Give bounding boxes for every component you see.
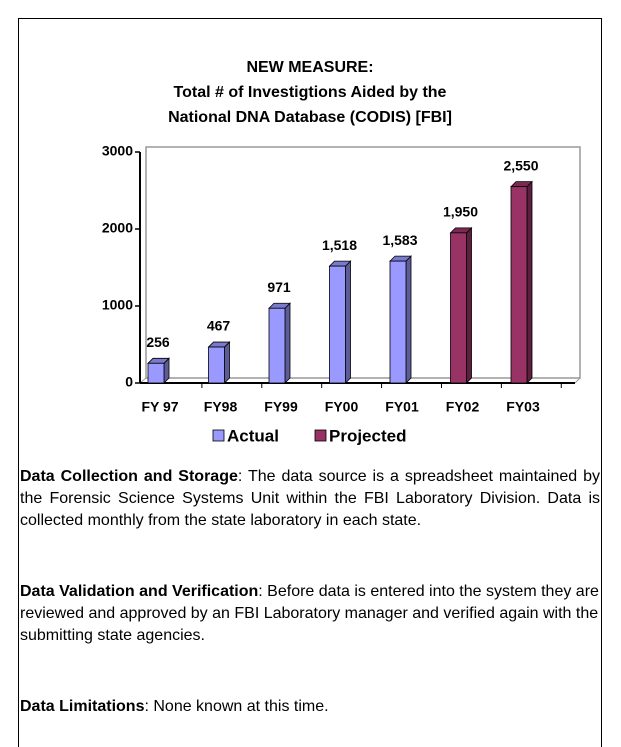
bar <box>510 186 528 384</box>
x-tick-label: FY02 <box>446 399 480 415</box>
x-tick-label: FY01 <box>385 399 419 415</box>
section-text: : None known at this time. <box>144 698 329 715</box>
value-label: 256 <box>146 334 170 350</box>
bar-side <box>526 180 533 384</box>
section: Data Limitations: None known at this tim… <box>20 696 600 718</box>
x-tick-label: FY03 <box>506 399 540 415</box>
value-label: 2,550 <box>503 157 538 173</box>
plot-wall <box>145 146 581 379</box>
section-heading: Data Validation and Verification <box>20 583 259 600</box>
chart-title: National DNA Database (CODIS) [FBI] <box>168 109 452 126</box>
bar <box>268 307 286 384</box>
section-heading: Data Limitations <box>20 698 145 715</box>
value-label: 1,583 <box>382 232 417 248</box>
x-tick-label: FY00 <box>325 399 359 415</box>
bar-side <box>466 226 472 384</box>
x-tick-label: FY 97 <box>141 399 178 415</box>
section-text: : The data source is a spreadsheet maint… <box>20 468 601 529</box>
bar-side <box>284 302 291 384</box>
bar <box>329 265 346 384</box>
legend-swatch <box>314 429 327 442</box>
section-heading: Data Collection and Storage <box>20 468 238 485</box>
page-border <box>18 18 602 747</box>
x-tick-label: FY98 <box>204 399 238 415</box>
y-tick-label: 0 <box>125 374 133 390</box>
legend-label: Actual <box>227 426 279 445</box>
bar <box>147 362 165 384</box>
bar <box>208 346 225 384</box>
y-tick-label: 3000 <box>102 143 133 159</box>
y-tick-label: 1000 <box>102 297 133 313</box>
chart-title: Total # of Investigtions Aided by the <box>174 84 447 101</box>
bar-side <box>224 341 230 384</box>
value-label: 1,950 <box>443 204 478 220</box>
value-label: 1,518 <box>322 237 357 253</box>
chart: NEW MEASURE: Total # of Investigtions Ai… <box>102 59 581 445</box>
bar <box>389 260 407 384</box>
chart-title: NEW MEASURE: <box>246 59 373 76</box>
section-text: : Before data is entered into the system… <box>20 583 599 644</box>
legend-swatch <box>212 429 225 442</box>
x-tick-label: FY99 <box>264 399 298 415</box>
section: Data Validation and Verification: Before… <box>20 581 600 647</box>
floor-edge <box>574 377 581 384</box>
value-label: 971 <box>267 279 291 295</box>
bar <box>450 232 467 384</box>
value-label: 467 <box>207 318 231 334</box>
bar-side <box>345 260 351 384</box>
legend-label: Projected <box>329 426 406 445</box>
y-tick-label: 2000 <box>102 220 133 236</box>
section: Data Collection and Storage: The data so… <box>20 466 600 532</box>
bar-side <box>405 255 412 384</box>
